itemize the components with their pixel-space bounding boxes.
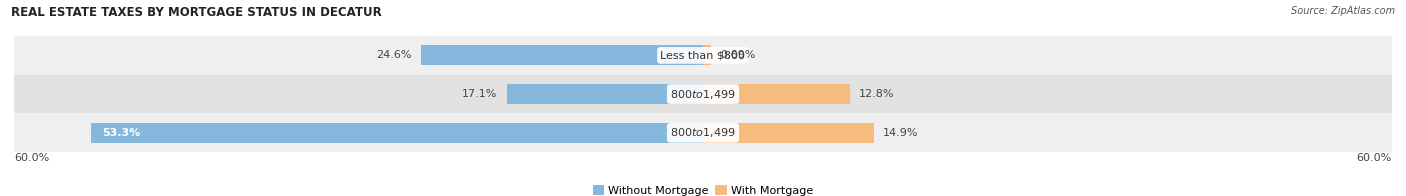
Text: 60.0%: 60.0% bbox=[1357, 153, 1392, 163]
Bar bbox=[91, 123, 703, 143]
Bar bbox=[506, 84, 703, 104]
Text: $800 to $1,499: $800 to $1,499 bbox=[671, 88, 735, 101]
Bar bbox=[14, 75, 1392, 113]
Text: 17.1%: 17.1% bbox=[463, 89, 498, 99]
Text: 60.0%: 60.0% bbox=[14, 153, 49, 163]
Bar bbox=[703, 45, 711, 65]
Text: 12.8%: 12.8% bbox=[859, 89, 894, 99]
Bar bbox=[14, 36, 1392, 75]
Text: 0.69%: 0.69% bbox=[720, 50, 755, 60]
Text: Source: ZipAtlas.com: Source: ZipAtlas.com bbox=[1291, 6, 1395, 16]
Text: 24.6%: 24.6% bbox=[375, 50, 412, 60]
Text: 53.3%: 53.3% bbox=[103, 128, 141, 138]
Text: Less than $800: Less than $800 bbox=[661, 50, 745, 60]
Bar bbox=[420, 45, 703, 65]
Bar bbox=[703, 84, 851, 104]
Bar bbox=[703, 123, 875, 143]
Text: REAL ESTATE TAXES BY MORTGAGE STATUS IN DECATUR: REAL ESTATE TAXES BY MORTGAGE STATUS IN … bbox=[11, 6, 382, 19]
Text: 14.9%: 14.9% bbox=[883, 128, 918, 138]
Legend: Without Mortgage, With Mortgage: Without Mortgage, With Mortgage bbox=[588, 181, 818, 196]
Bar bbox=[14, 113, 1392, 152]
Text: $800 to $1,499: $800 to $1,499 bbox=[671, 126, 735, 139]
